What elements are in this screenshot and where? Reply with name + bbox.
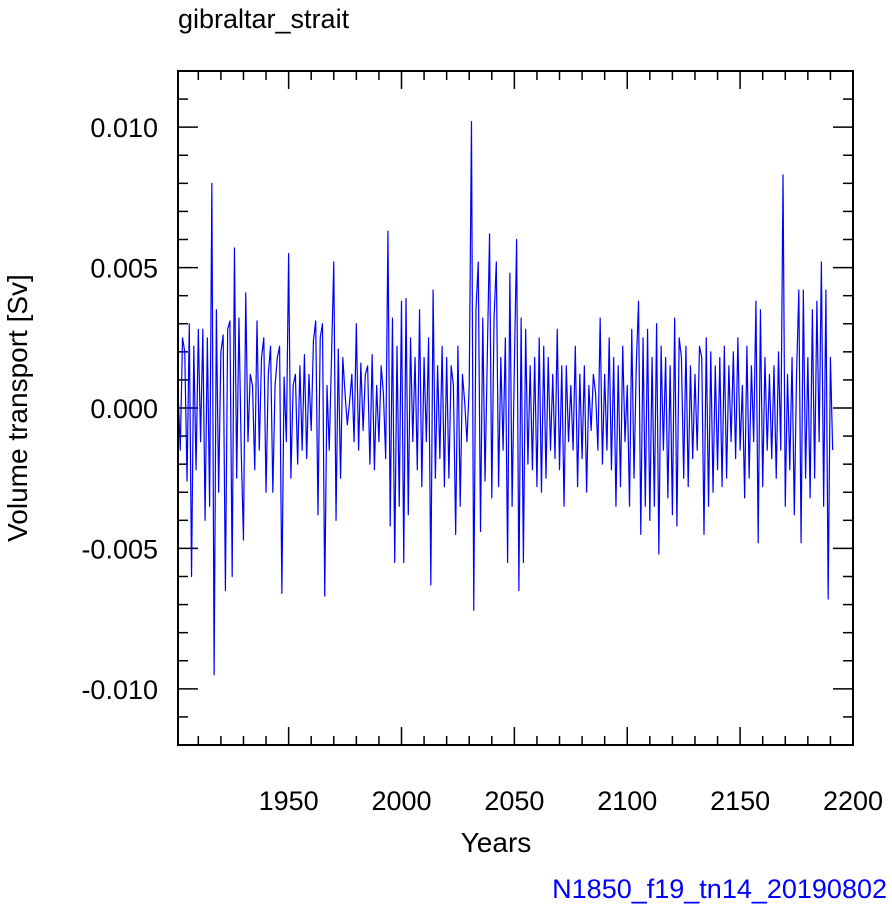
case-id-label: N1850_f19_tn14_20190802	[552, 874, 887, 904]
x-tick-label: 2050	[484, 786, 544, 816]
x-tick-label: 2000	[371, 786, 431, 816]
y-tick-label: -0.005	[81, 534, 158, 564]
plot-frame	[177, 70, 854, 746]
x-tick-label: 2100	[597, 786, 657, 816]
x-tick-label: 2150	[710, 786, 770, 816]
y-tick-label: 0.010	[90, 113, 158, 143]
y-tick-label: -0.010	[81, 675, 158, 705]
y-tick-label: 0.000	[90, 394, 158, 424]
x-tick-label: 1950	[259, 786, 319, 816]
y-axis-label: Volume transport [Sv]	[2, 274, 33, 542]
x-tick-label: 2200	[823, 786, 883, 816]
x-axis-label: Years	[461, 827, 532, 858]
series-line	[177, 120, 834, 676]
y-tick-label: 0.005	[90, 254, 158, 284]
chart-title: gibraltar_strait	[178, 4, 350, 34]
